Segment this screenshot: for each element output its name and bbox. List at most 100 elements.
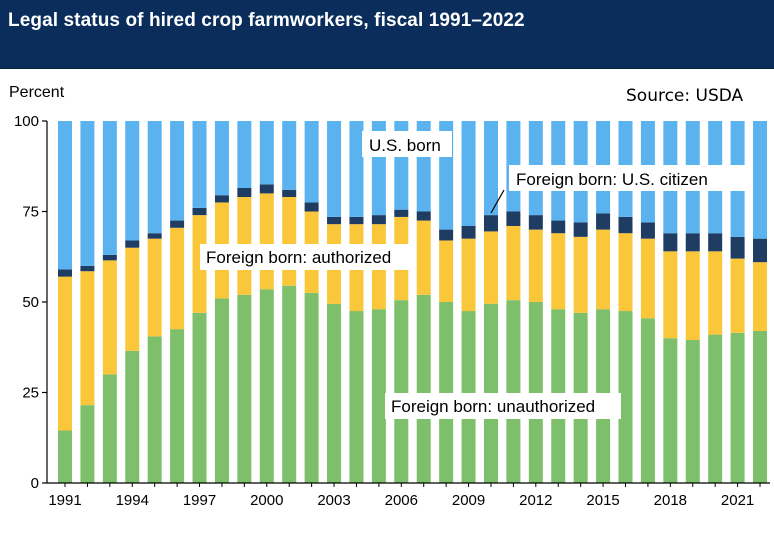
bar-authorized-2015 xyxy=(596,229,611,310)
annotation-bg-unauthorized xyxy=(385,393,621,419)
bar-unauthorized-2005 xyxy=(371,309,386,483)
annotations-group: U.S. born Foreign born: U.S. citizen For… xyxy=(200,131,745,419)
bar-unauthorized-1991 xyxy=(58,430,72,483)
y-tick-label-50: 50 xyxy=(22,294,39,311)
bar-authorized-2018 xyxy=(663,251,678,339)
y-tick-label-0: 0 xyxy=(31,475,39,492)
bar-us_born-2000 xyxy=(259,121,274,185)
bar-authorized-2007 xyxy=(416,220,431,295)
bar-authorized-2014 xyxy=(573,236,588,313)
bar-us_born-1993 xyxy=(102,121,117,255)
source-note: Source: USDA xyxy=(626,86,744,106)
annotation-citizen: Foreign born: U.S. citizen xyxy=(516,170,708,189)
bar-authorized-2010 xyxy=(483,231,498,304)
bar-unauthorized-1995 xyxy=(147,336,162,483)
bar-citizen-1999 xyxy=(237,187,252,198)
x-tick-label-2006: 2006 xyxy=(385,492,418,509)
bar-citizen-2018 xyxy=(663,233,678,252)
title-bar: Legal status of hired crop farmworkers, … xyxy=(0,0,774,69)
bar-citizen-1996 xyxy=(170,220,185,228)
bar-unauthorized-2022 xyxy=(753,330,768,483)
bar-authorized-2017 xyxy=(640,238,655,319)
bar-citizen-1998 xyxy=(214,195,229,203)
bar-unauthorized-2007 xyxy=(416,294,431,483)
bar-unauthorized-2001 xyxy=(282,285,297,483)
bar-citizen-2016 xyxy=(618,216,633,234)
y-tick-label-75: 75 xyxy=(22,204,39,221)
bar-citizen-2020 xyxy=(708,233,723,252)
annotation-authorized: Foreign born: authorized xyxy=(206,248,391,267)
bar-unauthorized-1998 xyxy=(214,298,229,483)
x-tick-label-2009: 2009 xyxy=(452,492,485,509)
x-tick-label-2012: 2012 xyxy=(519,492,552,509)
bar-authorized-2012 xyxy=(528,229,543,302)
bar-authorized-1996 xyxy=(170,227,185,330)
bar-citizen-1992 xyxy=(80,265,95,272)
x-tick-label-2021: 2021 xyxy=(721,492,754,509)
bar-citizen-2014 xyxy=(573,222,588,237)
bar-authorized-2020 xyxy=(708,251,723,335)
bar-us_born-1995 xyxy=(147,121,162,234)
bar-authorized-2022 xyxy=(753,262,768,331)
bar-authorized-1991 xyxy=(58,276,72,431)
bar-us_born-1991 xyxy=(58,121,72,270)
bar-authorized-2000 xyxy=(259,193,274,290)
bar-citizen-1993 xyxy=(102,254,117,261)
bar-unauthorized-1996 xyxy=(170,329,185,483)
bar-us_born-1996 xyxy=(170,121,185,221)
bar-citizen-1991 xyxy=(58,269,72,277)
bar-authorized-2001 xyxy=(282,197,297,286)
bar-citizen-1997 xyxy=(192,207,207,216)
bar-unauthorized-2018 xyxy=(663,338,678,483)
x-axis: 1991 1994 1997 2000 2003 2006 2009 2012 2015 2018… xyxy=(47,482,770,509)
bar-unauthorized-2000 xyxy=(259,289,274,483)
bar-unauthorized-2006 xyxy=(394,300,409,483)
x-tick-label-2018: 2018 xyxy=(654,492,687,509)
bar-citizen-2009 xyxy=(461,225,476,239)
x-tick-label-2000: 2000 xyxy=(250,492,283,509)
bar-authorized-1992 xyxy=(80,271,95,406)
bar-us_born-1994 xyxy=(125,121,140,241)
bar-citizen-2013 xyxy=(551,220,566,234)
bar-unauthorized-1997 xyxy=(192,312,207,483)
annotation-bg-us-born xyxy=(362,131,452,157)
bar-citizen-2012 xyxy=(528,215,543,230)
bar-citizen-2022 xyxy=(753,238,768,263)
bar-unauthorized-1992 xyxy=(80,405,95,483)
bar-citizen-2011 xyxy=(506,211,521,226)
bar-us_born-1998 xyxy=(214,121,229,196)
bar-unauthorized-2004 xyxy=(349,311,364,483)
bar-us_born-1999 xyxy=(237,121,252,188)
bar-unauthorized-2002 xyxy=(304,292,319,483)
bar-us_born-2003 xyxy=(327,121,342,217)
x-tick-label-2015: 2015 xyxy=(586,492,619,509)
x-tick-label-2003: 2003 xyxy=(317,492,350,509)
x-tick-label-1991: 1991 xyxy=(48,492,81,509)
bar-citizen-2000 xyxy=(259,184,274,194)
bar-authorized-2021 xyxy=(730,258,745,333)
bar-unauthorized-1993 xyxy=(102,374,117,483)
annotation-unauthorized: Foreign born: unauthorized xyxy=(391,397,595,416)
bar-unauthorized-2020 xyxy=(708,334,723,483)
bar-citizen-2010 xyxy=(483,215,498,232)
bar-citizen-2008 xyxy=(439,229,454,241)
bar-authorized-2008 xyxy=(439,240,454,302)
annotation-leader-citizen xyxy=(490,189,505,214)
bar-citizen-2001 xyxy=(282,189,297,198)
bar-us_born-2022 xyxy=(753,121,768,239)
x-tick-label-1997: 1997 xyxy=(183,492,216,509)
y-axis-label: Percent xyxy=(9,84,65,101)
bar-unauthorized-1999 xyxy=(237,294,252,483)
bar-unauthorized-1994 xyxy=(125,350,140,483)
bar-citizen-2004 xyxy=(349,216,364,225)
bar-us_born-2002 xyxy=(304,121,319,203)
bar-citizen-2015 xyxy=(596,213,611,230)
annotation-bg-authorized xyxy=(200,244,416,270)
bar-us_born-1997 xyxy=(192,121,207,208)
bar-citizen-2017 xyxy=(640,222,655,239)
bar-citizen-2002 xyxy=(304,202,319,212)
bar-citizen-1995 xyxy=(147,233,162,239)
bar-citizen-2019 xyxy=(685,233,700,252)
bar-us_born-2009 xyxy=(461,121,476,226)
